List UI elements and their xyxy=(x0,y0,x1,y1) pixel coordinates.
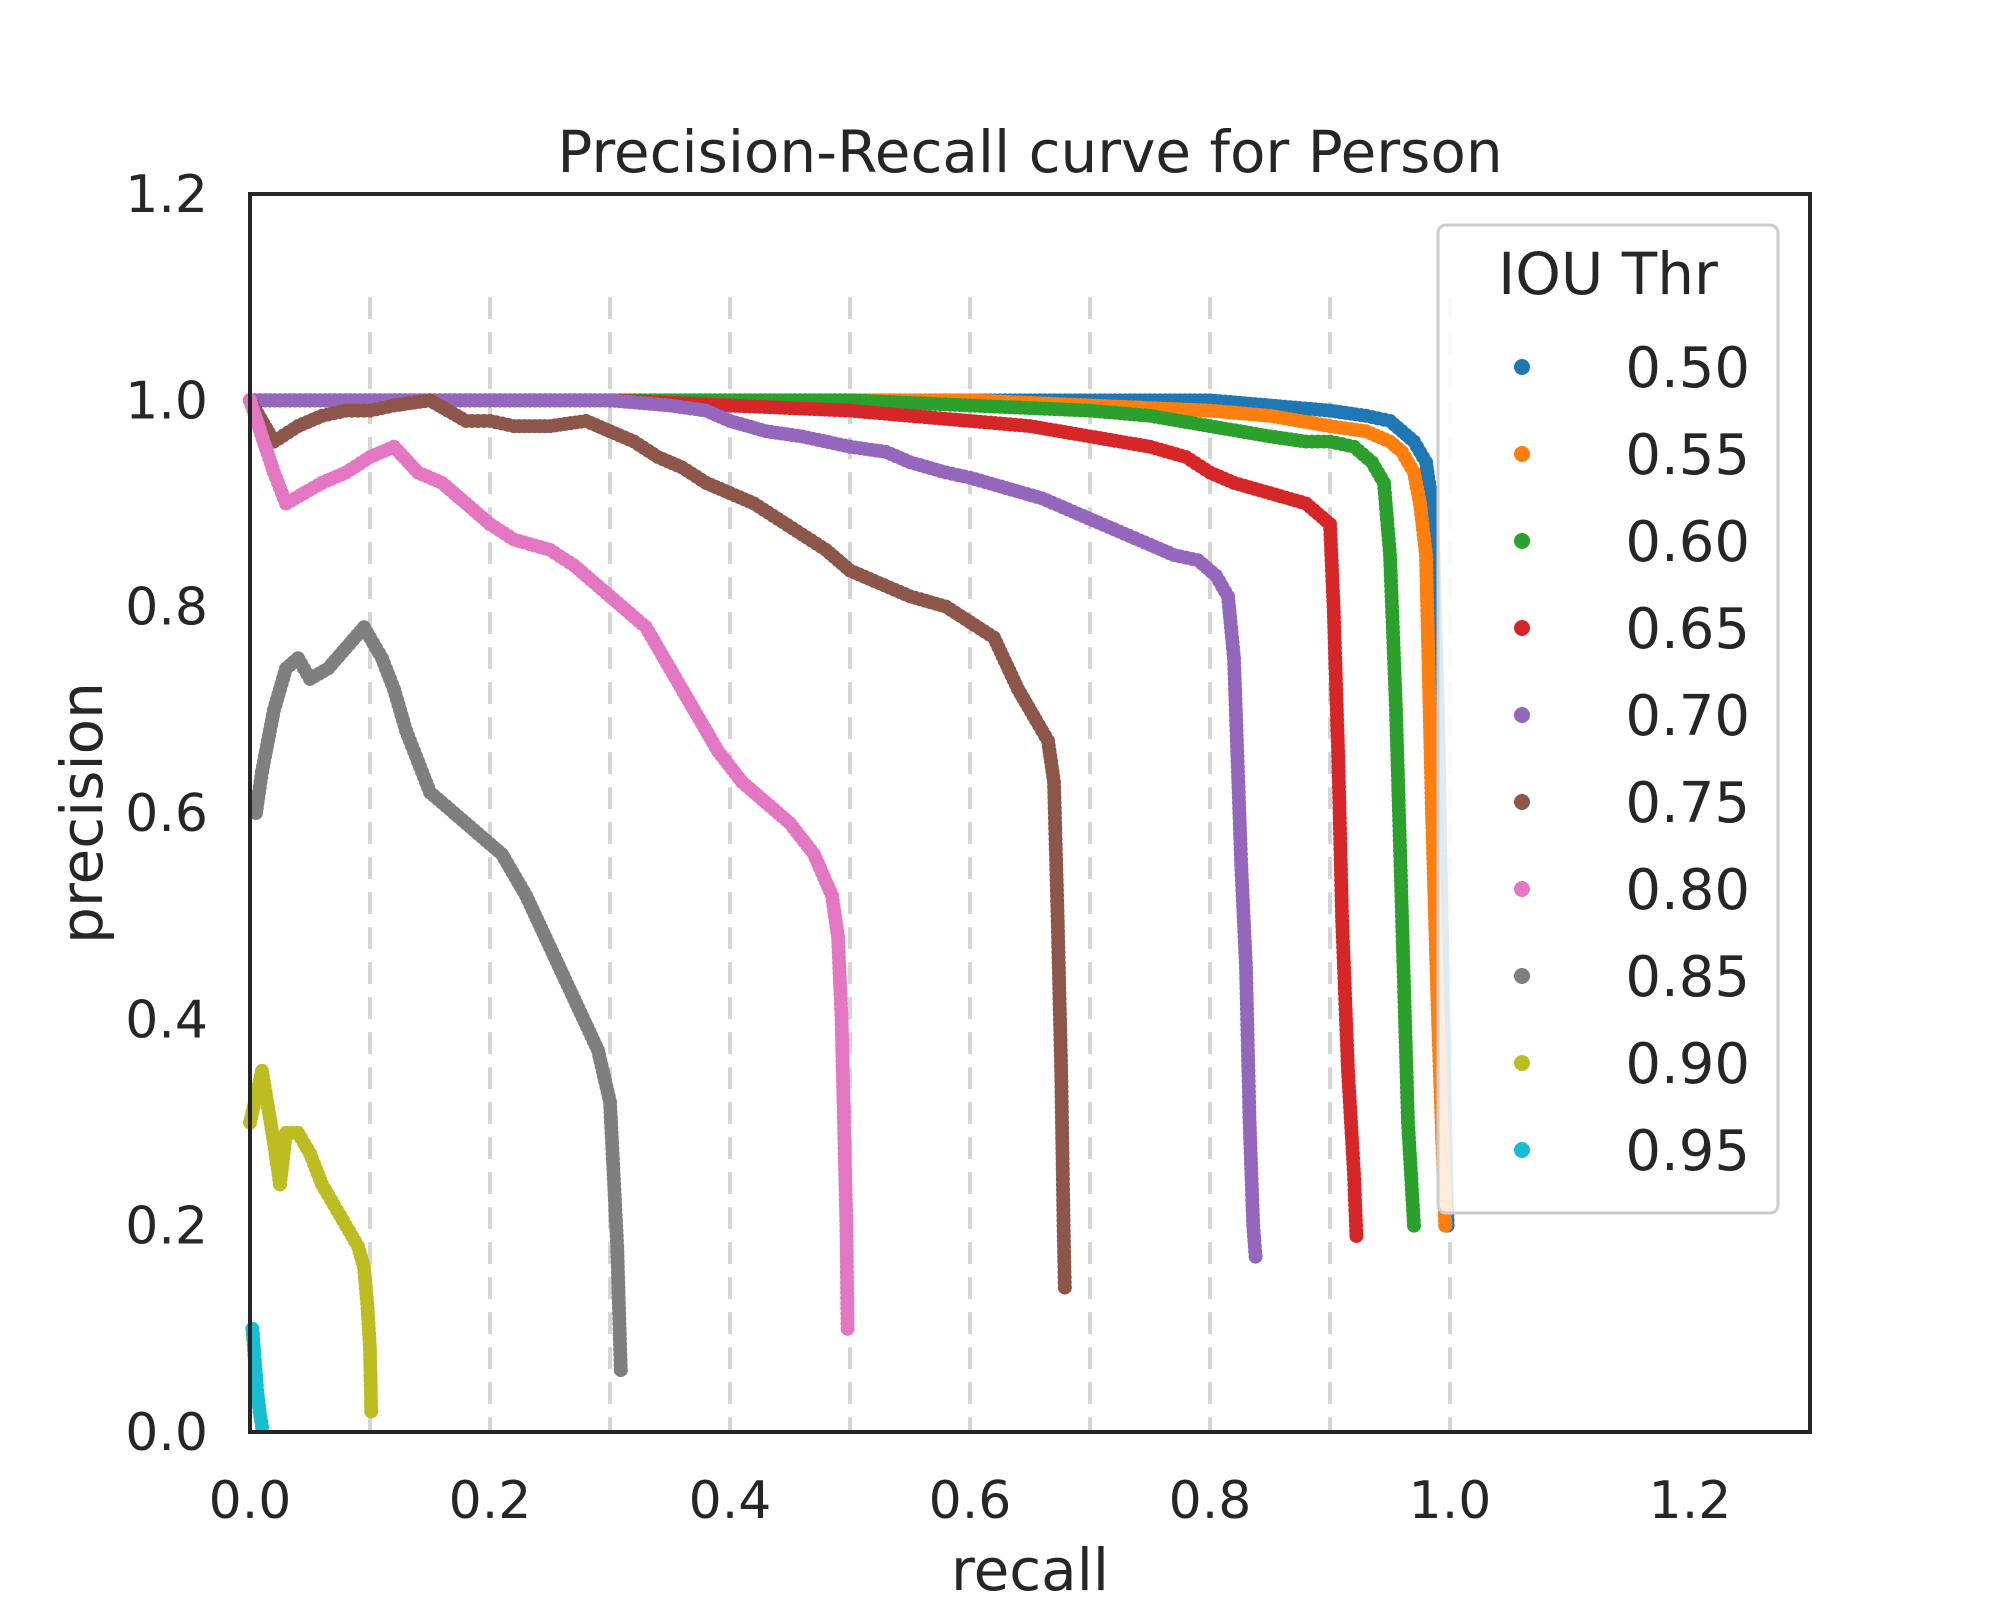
x-tick-label: 0.2 xyxy=(449,1471,532,1531)
data-point xyxy=(1438,1218,1453,1233)
y-tick-label: 0.2 xyxy=(125,1197,208,1257)
legend: IOU Thr 0.50 0.55 0.60 0.65 0.70 0.75 0.80 0.85… xyxy=(1436,223,1780,1215)
legend-label: 0.95 xyxy=(1625,1119,1750,1184)
data-point xyxy=(364,1404,379,1419)
legend-label: 0.90 xyxy=(1625,1032,1750,1097)
y-axis-label: precision xyxy=(48,682,116,944)
legend-marker xyxy=(1514,446,1530,462)
legend-label: 0.65 xyxy=(1625,597,1750,662)
legend-label: 0.70 xyxy=(1625,684,1750,749)
x-tick-label: 0.8 xyxy=(1169,1471,1252,1531)
x-tick-labels: 0.0 0.2 0.4 0.6 0.8 1.0 1.2 xyxy=(209,1471,1732,1531)
legend-marker xyxy=(1514,1142,1530,1158)
x-tick-label: 0.0 xyxy=(209,1471,292,1531)
data-point xyxy=(1248,1249,1263,1264)
legend-marker xyxy=(1514,968,1530,984)
legend-marker xyxy=(1514,359,1530,375)
chart-title: Precision-Recall curve for Person xyxy=(557,118,1502,186)
legend-marker xyxy=(1514,620,1530,636)
y-tick-label: 1.0 xyxy=(125,371,208,431)
x-tick-label: 1.2 xyxy=(1649,1471,1732,1531)
legend-label: 0.55 xyxy=(1625,423,1750,488)
data-point xyxy=(1407,1218,1421,1233)
series-0.95 xyxy=(245,1321,269,1434)
legend-label: 0.75 xyxy=(1625,771,1750,836)
y-tick-label: 0.8 xyxy=(125,578,208,638)
legend-title: IOU Thr xyxy=(1498,240,1718,308)
legend-marker xyxy=(1514,794,1530,810)
x-tick-label: 1.0 xyxy=(1409,1471,1492,1531)
y-tick-label: 1.2 xyxy=(125,165,208,225)
legend-label: 0.50 xyxy=(1625,336,1750,401)
data-point xyxy=(1057,1280,1072,1295)
series-0.80 xyxy=(243,393,855,1336)
data-points xyxy=(243,393,1455,1434)
legend-marker xyxy=(1514,707,1530,723)
plot-frame xyxy=(248,192,1812,1434)
series-0.85 xyxy=(249,620,628,1378)
legend-label: 0.85 xyxy=(1625,945,1750,1010)
y-tick-labels: 0.0 0.2 0.4 0.6 0.8 1.0 1.2 xyxy=(125,165,208,1463)
x-tick-label: 0.4 xyxy=(689,1471,772,1531)
data-point xyxy=(613,1363,628,1378)
legend-marker xyxy=(1514,881,1530,897)
legend-box xyxy=(1436,223,1780,1215)
legend-marker xyxy=(1514,1055,1530,1071)
data-point xyxy=(1349,1228,1364,1243)
legend-label: 0.80 xyxy=(1625,858,1750,923)
y-tick-label: 0.4 xyxy=(125,990,208,1050)
series-0.70 xyxy=(243,393,1263,1264)
y-tick-label: 0.0 xyxy=(125,1403,208,1463)
legend-label: 0.60 xyxy=(1625,510,1750,575)
x-tick-label: 0.6 xyxy=(929,1471,1012,1531)
data-point xyxy=(840,1321,855,1336)
y-tick-label: 0.6 xyxy=(125,784,208,844)
x-axis-label: recall xyxy=(951,1536,1109,1600)
legend-items: 0.50 0.55 0.60 0.65 0.70 0.75 0.80 0.85 0.90 0.95 xyxy=(1514,336,1750,1184)
legend-marker xyxy=(1514,533,1530,549)
